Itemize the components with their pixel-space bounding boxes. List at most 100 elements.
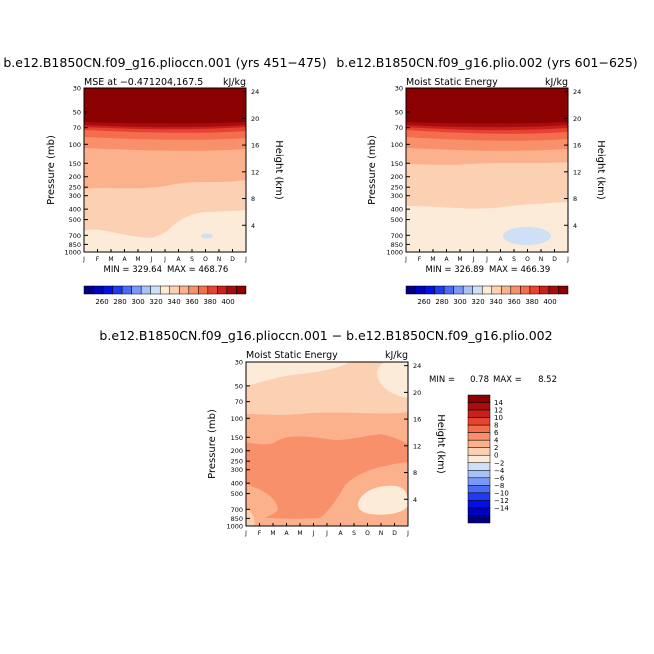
height-tick-label: 4 — [251, 222, 255, 230]
colorbar-label: 260 — [95, 298, 108, 306]
colorbar-cell — [405, 285, 416, 295]
colorbar-cell — [467, 432, 491, 441]
month-tick-label: D — [230, 256, 235, 263]
height-tick-label: 8 — [573, 195, 577, 203]
height-tick-label: 16 — [251, 142, 259, 150]
colorbar-label: 360 — [185, 298, 198, 306]
month-tick-label: J — [404, 256, 407, 263]
colorbar-cell — [102, 285, 113, 295]
colorbar-label: −6 — [494, 474, 505, 482]
month-tick-label: A — [498, 256, 503, 263]
colorbar-cell — [467, 439, 491, 448]
pressure-tick-label: 300 — [231, 466, 243, 474]
pressure-tick-label: 500 — [69, 216, 81, 224]
height-tick-label: 8 — [251, 195, 255, 203]
colorbar-cell — [453, 285, 464, 295]
panel-a-band — [160, 212, 246, 252]
panel-c-ylabel: Pressure (mb) — [207, 409, 218, 479]
height-tick-label: 4 — [413, 496, 417, 504]
panel-b-band — [406, 88, 568, 124]
height-tick-label: 16 — [413, 416, 421, 424]
colorbar-cell — [467, 447, 491, 456]
colorbar-label: 320 — [471, 298, 484, 306]
panel-a-ylabel: Pressure (mb) — [46, 135, 57, 205]
month-tick-label: M — [430, 256, 435, 263]
pressure-tick-label: 850 — [69, 241, 81, 249]
colorbar-label: −4 — [494, 467, 505, 475]
panel-b-subtitle-left: Moist Static Energy — [406, 77, 498, 88]
colorbar-label: 340 — [489, 298, 502, 306]
pressure-tick-label: 100 — [391, 141, 403, 149]
panel-a-band — [84, 88, 246, 124]
month-tick-label: J — [244, 530, 247, 537]
panel-a-subtitle-left: MSE at −0.471204,167.5 — [84, 77, 203, 88]
month-tick-label: A — [122, 256, 127, 263]
panel-b-ylabel: Pressure (mb) — [367, 135, 378, 205]
month-tick-label: D — [552, 256, 557, 263]
colorbar-cell — [434, 285, 445, 295]
panel-b-band — [503, 227, 551, 245]
month-tick-label: J — [150, 256, 153, 263]
panel-b: b.e12.B1850CN.f09_g16.plio.002 (yrs 601−… — [336, 55, 637, 306]
colorbar-cell — [467, 402, 491, 411]
month-tick-label: N — [217, 256, 222, 263]
panel-a-colorbar: 260 280 300 320 340 360 380 400 — [83, 285, 247, 306]
colorbar-cell — [462, 285, 473, 295]
pressure-tick-label: 30 — [235, 359, 243, 367]
month-tick-label: J — [485, 256, 488, 263]
pressure-tick-label: 500 — [391, 216, 403, 224]
panel-a-band — [201, 233, 213, 239]
colorbar-cell — [510, 285, 521, 295]
colorbar-label: 10 — [494, 414, 503, 422]
colorbar-label: 8 — [494, 422, 498, 430]
pressure-tick-label: 70 — [395, 124, 403, 132]
panel-a-max-label: MAX = 468.76 — [167, 265, 228, 275]
colorbar-cell — [472, 285, 483, 295]
height-tick-label: 24 — [413, 362, 421, 370]
colorbar-label: 6 — [494, 429, 499, 437]
pressure-tick-label: 30 — [395, 85, 403, 93]
height-tick-label: 24 — [251, 88, 259, 96]
height-tick-label: 8 — [413, 469, 417, 477]
panel-a-ylabel-right: Height (km) — [273, 140, 284, 200]
panel-b-title: b.e12.B1850CN.f09_g16.plio.002 (yrs 601−… — [336, 55, 637, 70]
colorbar-cell — [131, 285, 142, 295]
month-tick-label: J — [325, 530, 328, 537]
pressure-tick-label: 700 — [391, 232, 403, 240]
colorbar-cell — [467, 515, 491, 524]
colorbar-cell — [481, 285, 493, 295]
pressure-tick-label: 300 — [69, 192, 81, 200]
height-tick-label: 12 — [573, 168, 581, 176]
pressure-tick-label: 250 — [391, 184, 403, 192]
pressure-tick-label: 300 — [391, 192, 403, 200]
colorbar-cell — [467, 417, 491, 426]
panel-b-contour-field — [406, 88, 568, 252]
month-tick-label: M — [457, 256, 462, 263]
colorbar-cell — [179, 285, 190, 295]
colorbar-cell — [467, 492, 491, 501]
colorbar-label: 400 — [221, 298, 234, 306]
colorbar-cell — [112, 285, 123, 295]
colorbar-label: 12 — [494, 407, 503, 415]
month-tick-label: O — [525, 256, 530, 263]
month-tick-label: O — [203, 256, 208, 263]
colorbar-label: 260 — [417, 298, 430, 306]
colorbar-cell — [467, 424, 491, 433]
month-tick-label: S — [190, 256, 194, 263]
pressure-tick-label: 50 — [235, 382, 243, 390]
pressure-tick-label: 150 — [231, 434, 243, 442]
panel-b-ylabel-right: Height (km) — [595, 140, 606, 200]
panel-b-units: kJ/kg — [545, 77, 568, 88]
colorbar-cell — [169, 285, 180, 295]
colorbar-cell — [93, 285, 104, 295]
colorbar-label: 2 — [494, 444, 498, 452]
colorbar-cell — [121, 285, 132, 295]
pressure-tick-label: 400 — [231, 480, 243, 488]
month-tick-label: A — [284, 530, 289, 537]
pressure-tick-label: 50 — [73, 108, 81, 116]
colorbar-label: 360 — [507, 298, 520, 306]
panel-a-band — [84, 229, 112, 244]
panel-b-colorbar: 260 280 300 320 340 360 380 400 — [405, 285, 569, 306]
month-tick-label: S — [512, 256, 516, 263]
